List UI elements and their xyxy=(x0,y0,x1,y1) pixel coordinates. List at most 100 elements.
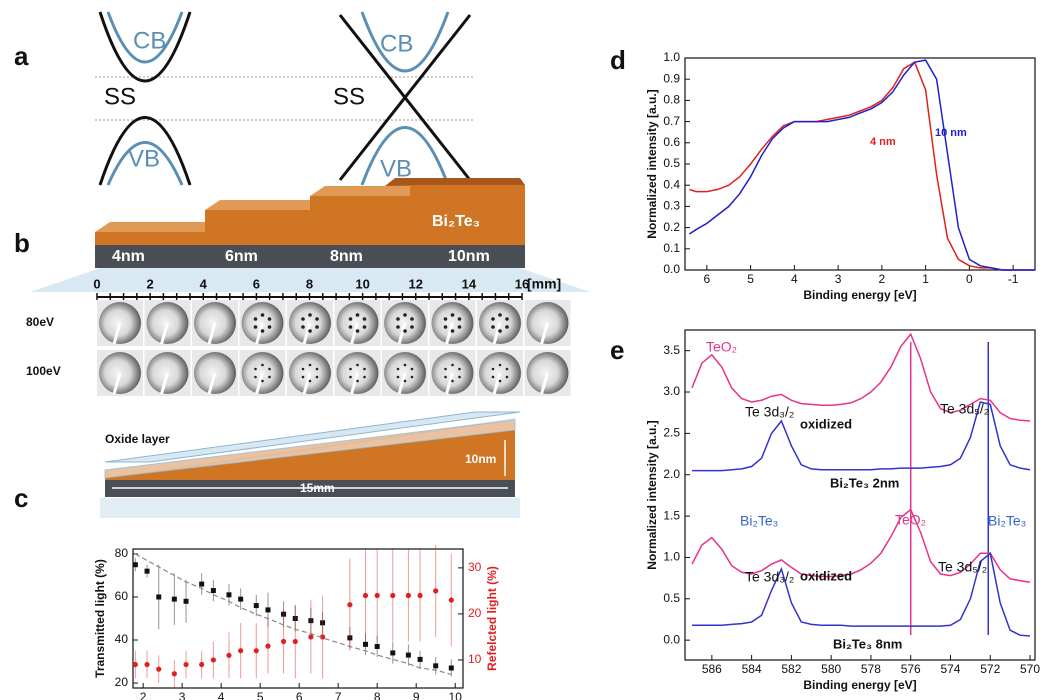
point xyxy=(144,568,150,574)
point xyxy=(390,650,396,656)
y-tick-label: 0.3 xyxy=(663,199,680,213)
y-axis-label: Normalized intensity [a.u.] xyxy=(645,420,659,569)
leed-spot xyxy=(349,375,352,379)
y-tick-label: 0.0 xyxy=(663,632,680,646)
panel-label: d xyxy=(610,45,626,75)
y-tick-label: 0.8 xyxy=(663,93,680,107)
y-tick-label: 0.0 xyxy=(663,262,680,276)
leed-gun xyxy=(492,372,502,395)
leed-spot xyxy=(260,329,265,333)
x-tick-label: 2 xyxy=(140,690,147,700)
leed-spot xyxy=(491,375,495,379)
leed-spot xyxy=(444,367,447,371)
point xyxy=(292,616,298,621)
annotation: Te 3d₃/₂ xyxy=(745,569,794,585)
leed-spot xyxy=(301,375,305,379)
ruler-label: 0 xyxy=(93,276,100,291)
x-tick-label: 570 xyxy=(1020,662,1040,676)
leed-spot xyxy=(260,313,265,317)
point xyxy=(433,588,439,594)
ruler-label: 8 xyxy=(306,276,313,291)
plot-frame xyxy=(132,548,464,689)
y2-tick-label: 20 xyxy=(468,606,482,620)
point xyxy=(238,648,244,654)
x-tick-label: 582 xyxy=(781,662,801,676)
x-tick-label: 8 xyxy=(374,690,381,700)
leed-spot xyxy=(301,317,305,321)
leed-spot xyxy=(308,313,312,317)
leed-spot xyxy=(505,375,509,379)
leed-spot xyxy=(254,367,257,371)
point xyxy=(156,594,162,600)
ruler-label: 4 xyxy=(200,276,208,291)
leed-spot xyxy=(458,375,461,379)
point xyxy=(308,618,314,624)
point xyxy=(199,661,205,668)
band-label: CB xyxy=(380,30,413,57)
leed-spot xyxy=(505,367,509,371)
point xyxy=(171,596,177,602)
point xyxy=(448,597,454,603)
ruler-label: 16 xyxy=(515,276,529,291)
leed-spot xyxy=(491,325,495,329)
leed-spot xyxy=(498,363,502,367)
leed-gun xyxy=(350,372,359,395)
leed-spot xyxy=(498,329,502,333)
leed-spot xyxy=(396,325,400,329)
ruler-label: 2 xyxy=(147,276,154,291)
leed-spot xyxy=(267,317,272,321)
leed-spot xyxy=(505,317,509,321)
y2-tick-label: 30 xyxy=(468,560,482,574)
series-label: 10 nm xyxy=(935,127,967,139)
point xyxy=(417,656,423,662)
leed-spot xyxy=(396,317,400,321)
leed-spot xyxy=(443,317,448,321)
x-axis-label: Binding energy [eV] xyxy=(803,288,916,302)
y-tick-label: 1.0 xyxy=(663,50,680,64)
point xyxy=(308,634,314,640)
leed-gun xyxy=(397,322,407,345)
leed-spot xyxy=(443,325,448,329)
plot-frame xyxy=(684,329,1036,661)
y-tick-label: 0.5 xyxy=(663,591,680,605)
leed-gun xyxy=(397,372,407,395)
x-tick-label: 3 xyxy=(179,690,186,700)
x-tick-label: 3 xyxy=(835,272,842,286)
leed-gun xyxy=(255,322,264,345)
x-tick-label: 10 xyxy=(449,690,463,700)
annotation: TeO₂ xyxy=(706,339,737,355)
layer-label: Oxide layer xyxy=(105,432,170,446)
leed-spot xyxy=(450,329,455,333)
band-label: CB xyxy=(133,27,166,54)
point xyxy=(253,648,259,654)
leed-spot xyxy=(410,375,414,379)
point xyxy=(210,657,216,663)
point xyxy=(132,661,138,668)
leed-spot xyxy=(410,317,414,321)
leed-spot xyxy=(253,317,258,321)
leed-gun xyxy=(445,322,454,345)
x-axis-label: Binding energy [eV] xyxy=(803,678,916,692)
leed-spot xyxy=(458,367,461,371)
leed-spot xyxy=(451,379,454,383)
point xyxy=(320,620,326,626)
leed-gun xyxy=(112,322,122,345)
point xyxy=(405,592,411,599)
point xyxy=(374,592,380,599)
series-label: oxidized xyxy=(800,416,852,431)
leed-spot xyxy=(403,363,407,367)
y2-axis-label: Refelcted light (%) xyxy=(485,566,499,671)
band-label: VB xyxy=(128,145,160,172)
leed-spot xyxy=(253,325,258,329)
y-tick-label: 60 xyxy=(115,589,129,603)
panel-label: c xyxy=(14,483,28,513)
point xyxy=(226,592,232,598)
leed-spot xyxy=(254,375,257,379)
leed-spot xyxy=(348,317,353,321)
length-label: 15mm xyxy=(300,481,335,495)
x-tick-label: 1 xyxy=(922,272,929,286)
leed-gun xyxy=(112,372,122,395)
x-tick-label: 4 xyxy=(791,272,798,286)
leed-spot xyxy=(362,325,367,329)
series-line xyxy=(692,551,1031,637)
